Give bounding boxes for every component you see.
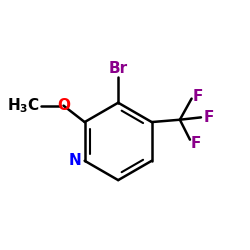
Text: $\mathregular{H_3C}$: $\mathregular{H_3C}$ [7,96,40,115]
Text: F: F [203,110,214,125]
Text: Br: Br [108,61,128,76]
Text: O: O [57,98,70,113]
Text: N: N [68,153,81,168]
Text: F: F [190,136,201,151]
Text: F: F [193,89,203,104]
